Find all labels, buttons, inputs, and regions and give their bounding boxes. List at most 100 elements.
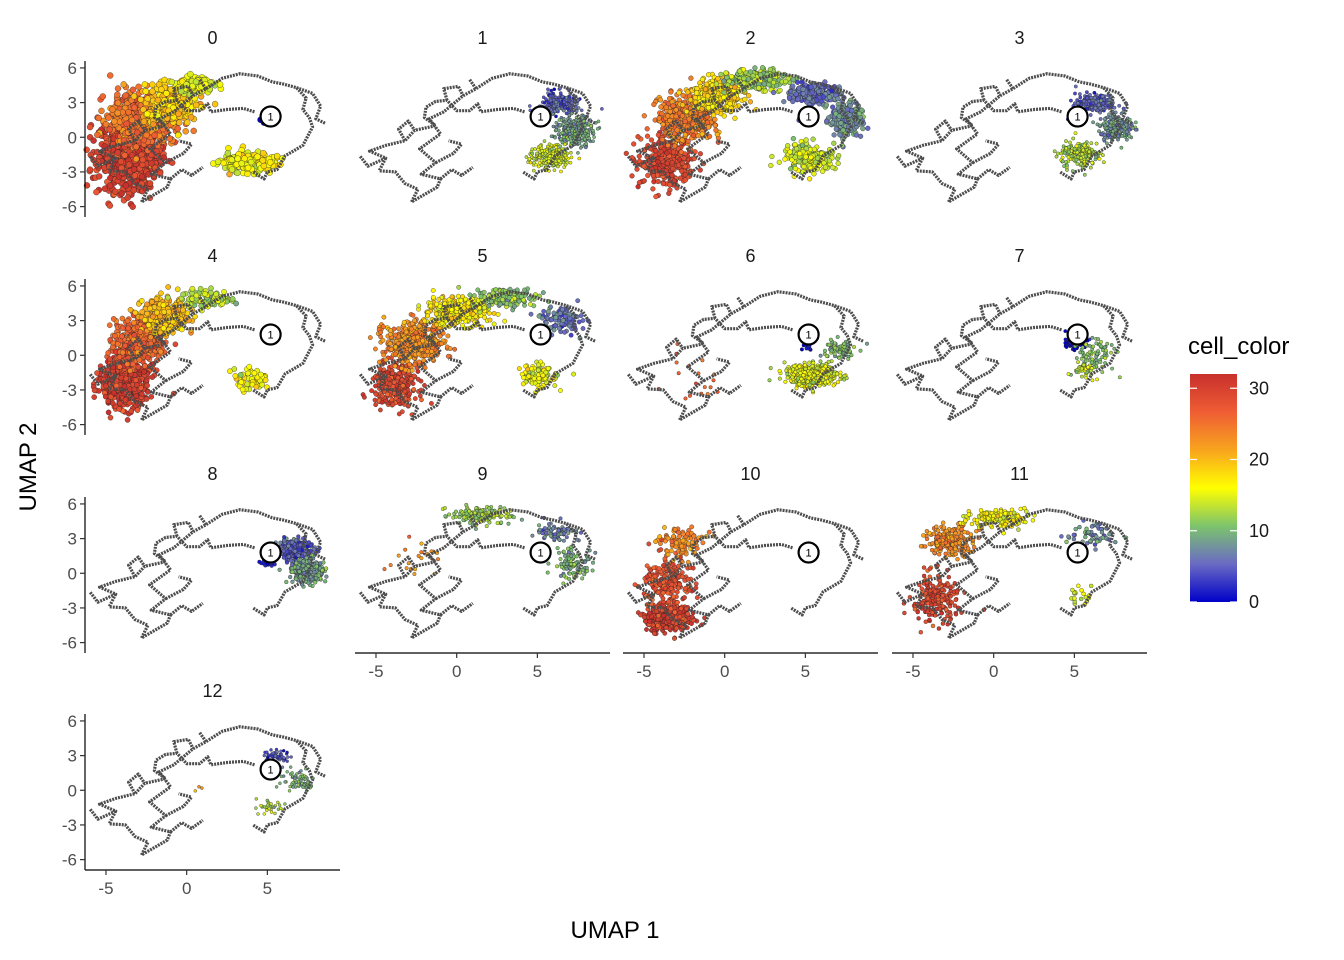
cell-point [721,94,727,100]
cell-point [549,134,554,139]
y-tick-label: -6 [62,198,77,217]
cell-point [561,135,566,139]
cell-point [737,68,743,74]
cell-point [140,118,148,125]
cell-point [139,156,146,163]
cell-point [90,137,97,144]
cell-point [587,136,592,141]
cell-point [782,156,788,162]
cell-point [547,142,552,146]
cell-point [656,115,662,121]
cell-point [667,109,673,115]
cell-point [595,127,600,131]
cell-point [849,108,855,114]
cell-point [1078,95,1083,100]
cell-point [761,81,767,87]
cell-point [112,188,119,195]
cell-point [129,203,136,210]
cell-point [220,159,227,167]
cell-point [151,132,158,139]
cell-point [549,101,554,106]
cell-point [679,168,685,174]
cell-point [760,65,766,71]
cell-point [641,178,647,184]
cell-point [802,158,808,164]
cell-point [823,102,829,108]
cell-point [727,101,733,107]
cell-point [122,182,130,189]
cell-point [543,161,548,165]
cell-point [635,184,641,190]
cell-point [538,144,543,148]
cell-point [95,114,102,122]
cell-point [808,154,814,160]
cell-point [96,173,103,180]
cell-point [826,94,833,100]
cell-point [679,113,686,119]
cell-point [670,103,676,109]
trajectory-branch [442,84,465,101]
cell-point [679,160,686,166]
cell-point [820,94,826,100]
cell-point [539,158,544,163]
cell-point [556,164,560,169]
cell-point [193,101,200,109]
cell-point [747,99,753,105]
cell-point [694,90,700,96]
cell-point [111,118,118,125]
cell-point [792,154,798,160]
cell-point [86,123,94,131]
cell-point [821,160,827,166]
cell-point [826,158,833,164]
cell-point [699,106,705,112]
cell-point [86,166,94,173]
cell-point [673,113,679,119]
cell-point [144,110,151,118]
cell-point [107,72,114,79]
cell-point [524,155,529,159]
cell-point [589,124,593,128]
facet-panel-2: 21 [623,28,871,204]
trajectory-branch [468,78,478,90]
cell-point [664,150,670,156]
cell-point [259,157,266,164]
cell-point [106,182,114,189]
cell-point [143,131,150,139]
cell-point [767,66,773,72]
cell-point [545,103,550,107]
cell-point [146,180,154,187]
cell-point [577,141,582,146]
cell-point [1112,105,1117,110]
cell-point [561,108,566,113]
cell-point [596,119,601,124]
cell-point [732,115,738,121]
cell-point [554,114,558,119]
cell-point [248,158,255,166]
cell-point [786,95,793,101]
cell-point [673,107,679,113]
cell-point [572,122,576,126]
cell-point [684,109,690,115]
cell-point [860,126,866,132]
cell-point [788,166,794,172]
cell-point [810,136,816,142]
cell-point [114,91,121,98]
cell-point [224,150,232,157]
cell-point [803,154,809,160]
cell-point [184,119,191,126]
cell-point [814,97,820,103]
cell-point [570,100,574,105]
cell-point [182,128,189,135]
cell-point [557,106,561,111]
cell-point [712,116,718,123]
cell-point [542,101,547,105]
cell-point [762,88,768,94]
cell-point [577,156,582,161]
cell-point [114,149,121,156]
cell-point [579,146,583,150]
cell-point [678,149,684,155]
cell-point [653,148,659,154]
cell-point [99,93,106,100]
root-node-label: 1 [538,111,544,123]
